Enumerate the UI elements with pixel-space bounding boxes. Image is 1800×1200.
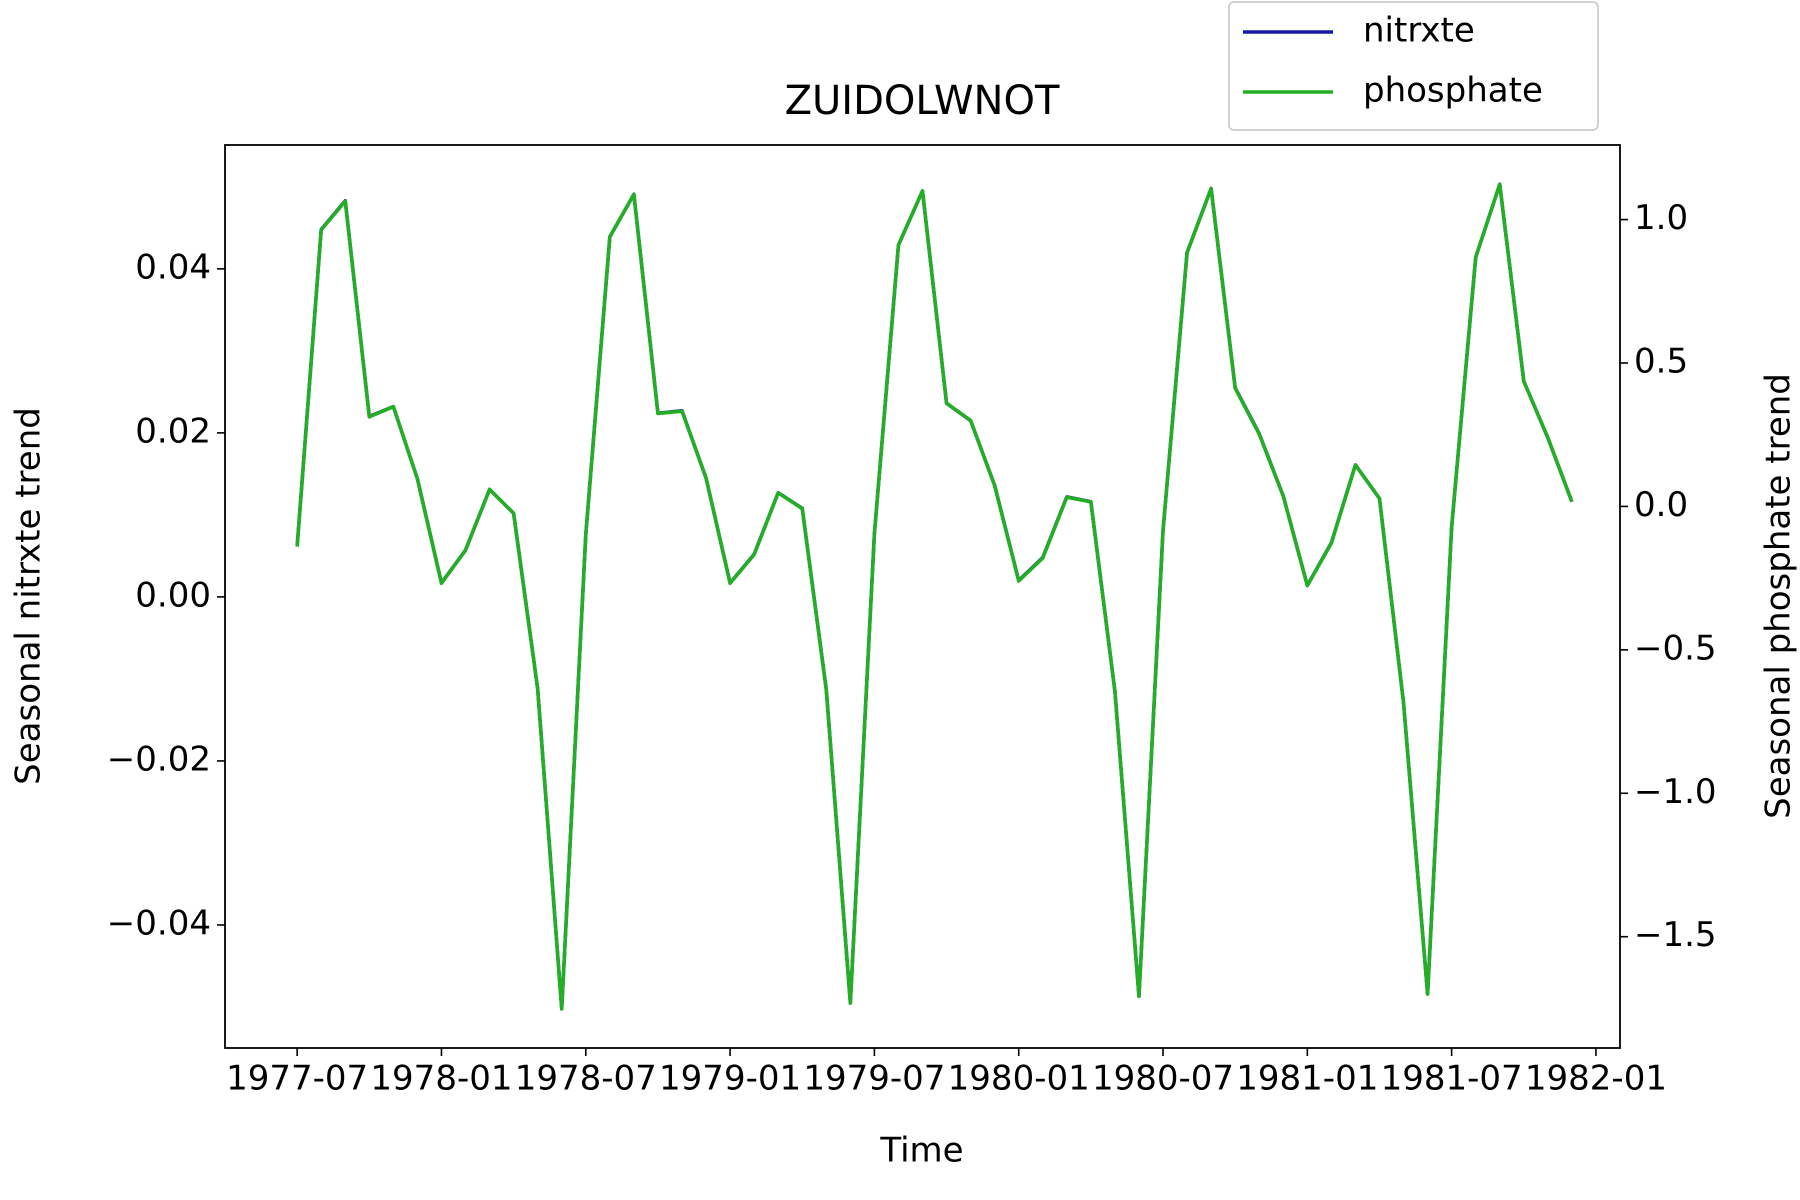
x-tick-label: 1982-01 — [1525, 1059, 1667, 1099]
plot-frame — [224, 144, 1621, 1049]
y2-tick-label: −1.0 — [1634, 772, 1717, 812]
legend-box — [1228, 1, 1599, 131]
x-tick-label: 1981-01 — [1236, 1059, 1378, 1099]
x-tick-label: 1980-07 — [1092, 1059, 1234, 1099]
series-line — [295, 182, 1574, 1011]
x-tick-label: 1980-01 — [948, 1059, 1090, 1099]
y2-tick-label: 1.0 — [1634, 198, 1688, 238]
y2-tick-label: 0.0 — [1634, 485, 1688, 525]
y-tick-label: 0.02 — [135, 411, 211, 451]
y-tick-label: −0.04 — [107, 903, 211, 943]
x-tick-label: 1978-07 — [515, 1059, 657, 1099]
y2-axis-label: Seasonal phosphate trend — [1759, 373, 1799, 819]
y2-tick-label: −0.5 — [1634, 628, 1717, 668]
x-tick-label: 1981-07 — [1381, 1059, 1523, 1099]
y-tick-label: 0.04 — [135, 247, 211, 287]
x-tick-label: 1977-07 — [226, 1059, 368, 1099]
x-axis-label: Time — [879, 1131, 963, 1171]
y2-tick-label: −1.5 — [1634, 915, 1717, 955]
y2-tick-label: 0.5 — [1634, 342, 1688, 382]
y-axis-label: Seasonal nitrxte trend — [9, 407, 49, 785]
x-tick-label: 1979-07 — [803, 1059, 945, 1099]
legend-label: nitrxte — [1363, 11, 1475, 51]
chart-title: ZUIDOLWNOT — [785, 78, 1060, 124]
x-tick-label: 1979-01 — [659, 1059, 801, 1099]
y-tick-label: 0.00 — [135, 575, 211, 615]
legend-label: phosphate — [1363, 71, 1543, 111]
y-tick-label: −0.02 — [107, 739, 211, 779]
x-tick-label: 1978-01 — [370, 1059, 512, 1099]
